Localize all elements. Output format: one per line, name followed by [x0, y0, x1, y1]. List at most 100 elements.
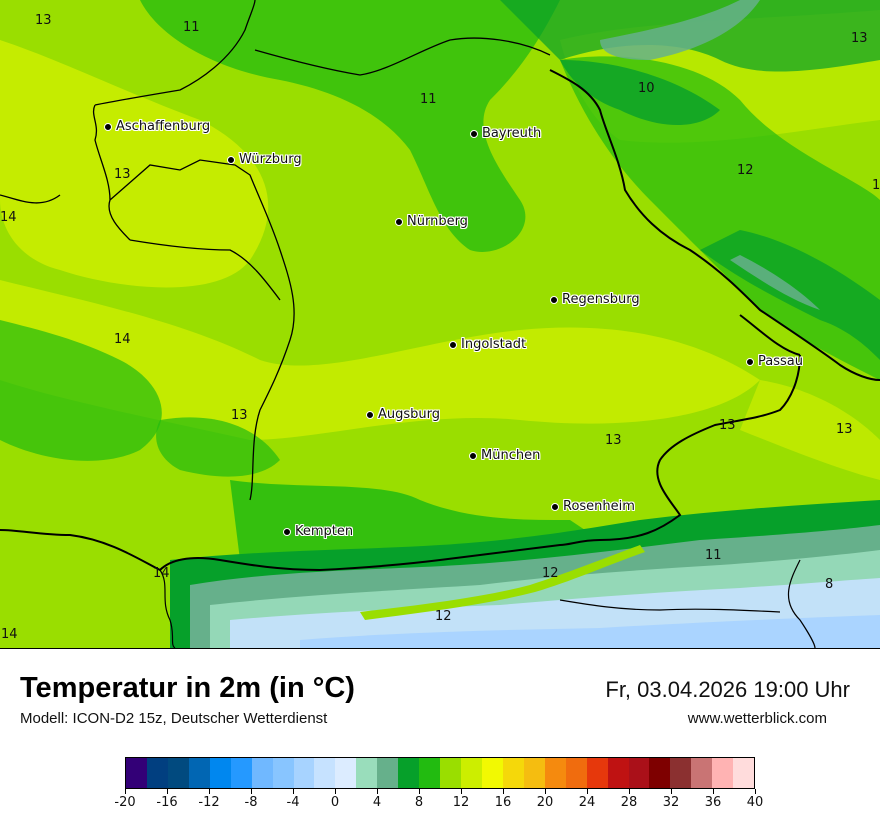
city-name: München [481, 448, 541, 463]
colorbar-tick-label: 40 [746, 795, 764, 810]
city-dot-icon [746, 357, 754, 366]
city-dot-icon [551, 502, 559, 511]
valid-datetime: Fr, 03.04.2026 19:00 Uhr [605, 677, 850, 702]
colorbar-tick-label: 20 [536, 795, 554, 810]
colorbar-tick [629, 789, 630, 794]
map-base-layer [0, 0, 880, 648]
colorbar-segment [377, 758, 399, 788]
isotherm-label: 14 [114, 332, 131, 347]
colorbar-tick-label: -12 [198, 795, 220, 810]
city-name: Kempten [295, 524, 354, 539]
city-rosenheim: Rosenheim [551, 499, 635, 514]
colorbar-segment [607, 758, 629, 788]
isotherm-label: 13 [836, 422, 853, 437]
colorbar-tick-label: 28 [620, 795, 638, 810]
colorbar-segment [293, 758, 315, 788]
city-kempten: Kempten [283, 524, 353, 539]
colorbar-tick-label: 16 [494, 795, 512, 810]
temperature-colorbar [125, 757, 755, 789]
isotherm-label: 13 [605, 433, 622, 448]
colorbar-tick-label: 36 [704, 795, 722, 810]
colorbar-segment [481, 758, 503, 788]
colorbar-segment [167, 758, 189, 788]
colorbar-tick [293, 789, 294, 794]
isotherm-label: 13 [851, 31, 868, 46]
colorbar-tick [461, 789, 462, 794]
colorbar-segment [126, 758, 147, 788]
isotherm-label: 14 [153, 566, 170, 581]
city-augsburg: Augsburg [366, 407, 440, 422]
colorbar-tick-label: 0 [330, 795, 340, 810]
isotherm-label: 10 [638, 81, 655, 96]
city-dot-icon [550, 295, 558, 304]
colorbar-tick [713, 789, 714, 794]
colorbar-segment [712, 758, 734, 788]
colorbar-tick [671, 789, 672, 794]
colorbar-tick-label: 8 [414, 795, 424, 810]
city-dot-icon [283, 527, 291, 536]
isotherm-label: 14 [0, 210, 17, 225]
city-name: Ingolstadt [461, 337, 527, 352]
colorbar-segment [440, 758, 461, 788]
city-nuernberg: Nürnberg [395, 214, 468, 229]
city-dot-icon [395, 217, 403, 226]
city-dot-icon [470, 129, 478, 138]
city-muenchen: München [469, 448, 540, 463]
city-passau: Passau [746, 354, 803, 369]
colorbar-segment [314, 758, 336, 788]
colorbar-segment [146, 758, 168, 788]
isotherm-label: 11 [183, 20, 200, 35]
colorbar-segment [691, 758, 713, 788]
colorbar-tick [167, 789, 168, 794]
website-link[interactable]: www.wetterblick.com [687, 710, 827, 727]
city-regensburg: Regensburg [550, 292, 640, 307]
isotherm-label: 1 [872, 178, 880, 193]
colorbar-segment [565, 758, 587, 788]
colorbar-segment [502, 758, 524, 788]
colorbar-segment [230, 758, 252, 788]
colorbar-tick [251, 789, 252, 794]
colorbar-segment [628, 758, 650, 788]
colorbar-segment [272, 758, 294, 788]
colorbar-segment [670, 758, 692, 788]
colorbar-segment [523, 758, 545, 788]
city-name: Regensburg [562, 292, 640, 307]
colorbar-tick-label: -20 [114, 795, 136, 810]
colorbar-tick-label: 24 [578, 795, 596, 810]
city-name: Aschaffenburg [116, 119, 211, 134]
city-wuerzburg: Würzburg [227, 152, 302, 167]
colorbar-tick-label: 32 [662, 795, 680, 810]
colorbar-segment [733, 758, 755, 788]
city-name: Passau [758, 354, 803, 369]
colorbar-tick-label: -4 [286, 795, 300, 810]
isotherm-label: 12 [737, 163, 754, 178]
model-source: Modell: ICON-D2 15z, Deutscher Wetterdie… [20, 710, 328, 727]
colorbar-segment [544, 758, 566, 788]
colorbar-segment [335, 758, 357, 788]
colorbar-tick [545, 789, 546, 794]
colorbar-segment [251, 758, 273, 788]
colorbar-tick [419, 789, 420, 794]
isotherm-label: 11 [420, 92, 437, 107]
colorbar-segment [209, 758, 231, 788]
city-dot-icon [449, 340, 457, 349]
colorbar-tick-label: -16 [156, 795, 178, 810]
city-aschaffenburg: Aschaffenburg [104, 119, 210, 134]
colorbar-tick-label: 12 [452, 795, 470, 810]
colorbar-tick [377, 789, 378, 794]
city-dot-icon [469, 451, 477, 460]
colorbar-tick [125, 789, 126, 794]
isotherm-label: 12 [542, 566, 559, 581]
city-name: Bayreuth [482, 126, 542, 141]
colorbar-tick [587, 789, 588, 794]
city-dot-icon [104, 122, 112, 131]
colorbar-tick-label: 4 [372, 795, 382, 810]
colorbar-segment [649, 758, 671, 788]
colorbar-segment [586, 758, 608, 788]
colorbar-ticks: -20 -16 -12 -8 -4 0 4 8 12 16 20 24 28 32 36 40 [114, 789, 763, 819]
city-name: Würzburg [239, 152, 302, 167]
city-dot-icon [227, 155, 235, 164]
isotherm-label: 13 [35, 13, 52, 28]
isotherm-label: 12 [435, 609, 452, 624]
colorbar-segment [188, 758, 210, 788]
